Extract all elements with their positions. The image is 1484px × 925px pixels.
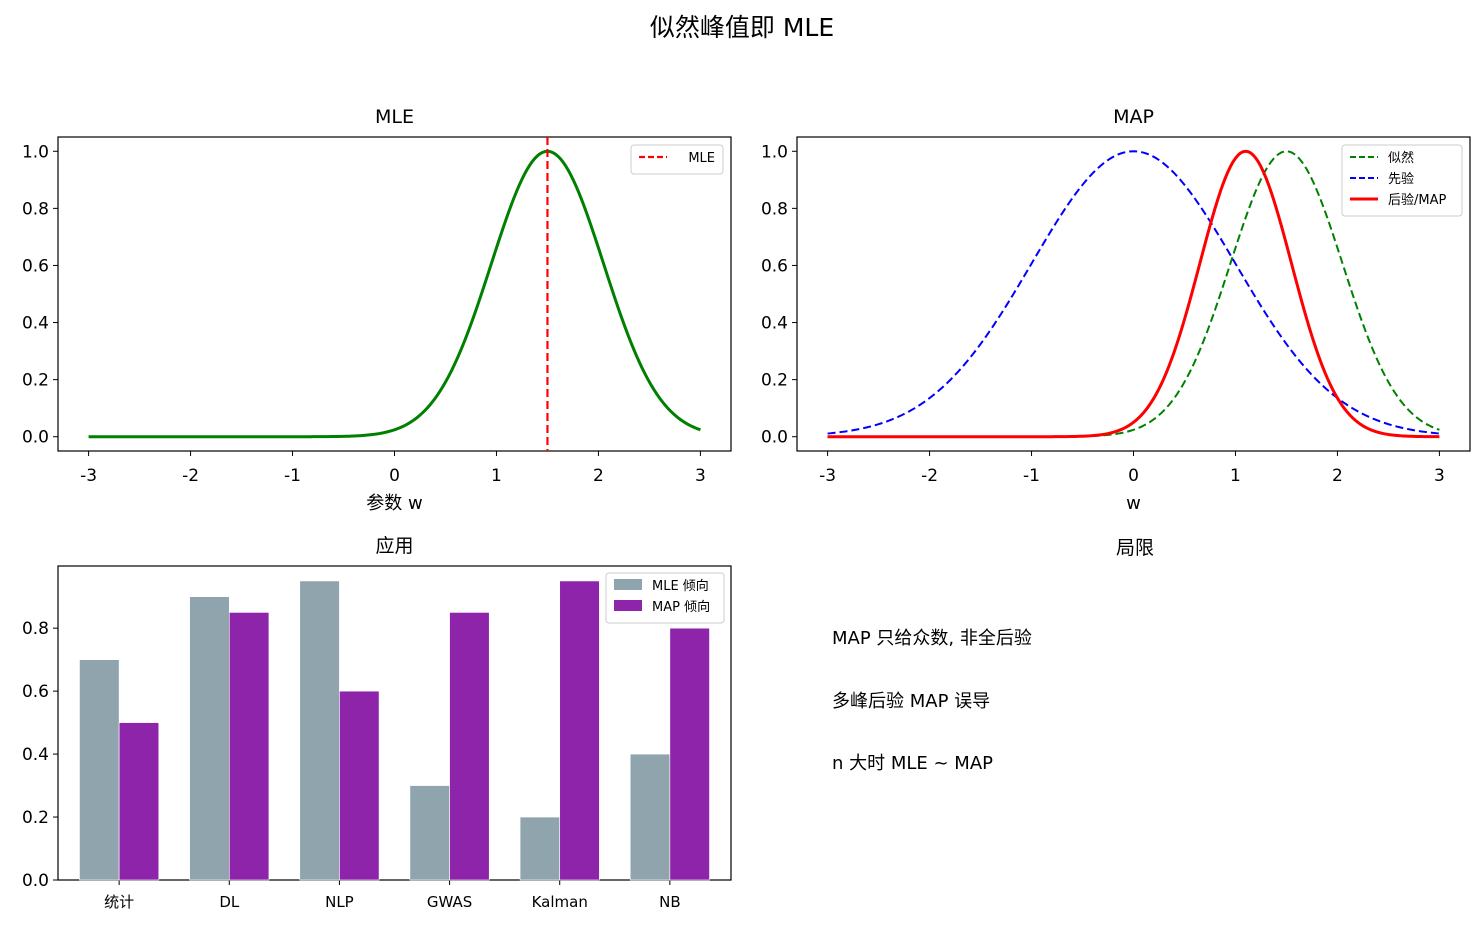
y-tick-label: 0.6 — [22, 682, 49, 702]
legend-label-1: 先验 — [1388, 171, 1414, 187]
y-tick-label: 0.4 — [22, 314, 49, 334]
category-label: GWAS — [427, 893, 472, 911]
legend: MLE 倾向 MAP 倾向 — [605, 572, 725, 624]
x-axis-label-0: 参数 w — [366, 493, 422, 514]
category-label: NB — [659, 893, 681, 911]
x-tick-label: -1 — [284, 466, 301, 486]
bar-map-2 — [339, 690, 380, 881]
x-tick-label: 3 — [1434, 466, 1445, 486]
x-tick-label: -1 — [1023, 466, 1040, 486]
legend-label-1: MAP 倾向 — [652, 599, 710, 615]
bar-mle-5 — [629, 753, 671, 881]
x-tick-label: -2 — [182, 466, 199, 486]
chart-title-2: 应用 — [375, 535, 413, 557]
plot-area-frame — [57, 136, 732, 452]
y-tick-label: 0.8 — [761, 199, 788, 219]
application-bar-chart: 应用 0.0 0.2 0.4 0.6 0.8 统计 DL NLP GWAS Kalman NB MLE … — [22, 535, 732, 911]
bar-mle-4 — [519, 816, 561, 881]
y-tick-label: 1.0 — [761, 142, 788, 162]
y-tick-label: 0.0 — [22, 871, 49, 891]
bar-mle-3 — [409, 785, 450, 881]
legend-swatch-1 — [614, 600, 642, 611]
y-tick-label: 0.8 — [22, 199, 49, 219]
x-tick-label: 1 — [1230, 466, 1241, 486]
bar-map-5 — [669, 627, 710, 881]
x-tick-label: -3 — [819, 466, 836, 486]
y-tick-label: 0.0 — [761, 428, 788, 448]
chart-title-0: MLE — [375, 106, 414, 128]
bar-map-3 — [449, 612, 490, 881]
chart-title-1: MAP — [1113, 106, 1154, 128]
limits-line-2: 多峰后验 MAP 误导 — [832, 691, 991, 712]
y-tick-label: 1.0 — [22, 142, 49, 162]
x-tick-label: 0 — [389, 466, 400, 486]
category-label: 统计 — [104, 893, 134, 911]
y-tick-label: 0.8 — [22, 619, 49, 639]
limits-panel-title: 局限 — [1115, 537, 1154, 559]
category-label: Kalman — [532, 893, 588, 911]
y-tick-label: 0.6 — [22, 256, 49, 276]
y-tick-label: 0.4 — [22, 745, 49, 765]
map-chart: MAP w -3 -2 -1 0 1 2 3 0.0 0.2 0.4 0.6 0.8 1.0 似然先验后验/M… — [761, 106, 1471, 514]
x-axis-label-1: w — [1126, 493, 1141, 514]
category-label: DL — [219, 893, 240, 911]
y-tick-label: 0.4 — [761, 314, 788, 334]
legend: MLE — [630, 144, 724, 175]
plot-area-frame — [57, 565, 732, 881]
legend-box — [630, 144, 724, 175]
x-tick-label: 2 — [593, 466, 604, 486]
x-tick-label: 0 — [1128, 466, 1139, 486]
legend-label-0: MLE 倾向 — [652, 578, 709, 594]
y-tick-label: 0.0 — [22, 428, 49, 448]
y-tick-label: 0.2 — [22, 371, 49, 391]
bar-mle-0 — [79, 659, 120, 881]
x-tick-label: 1 — [491, 466, 502, 486]
bar-map-4 — [559, 580, 600, 881]
legend-label-2: 后验/MAP — [1388, 192, 1446, 208]
x-tick-label: 3 — [695, 466, 706, 486]
bar-map-0 — [118, 722, 160, 881]
legend-label-0: 似然 — [1388, 150, 1414, 166]
x-tick-label: -2 — [921, 466, 938, 486]
figure-title: 似然峰值即 MLE — [649, 13, 835, 42]
category-label: NLP — [325, 893, 354, 911]
bar-mle-1 — [189, 596, 230, 881]
series-line-0 — [88, 149, 701, 439]
y-tick-label: 0.6 — [761, 256, 788, 276]
limits-line-1: MAP 只给众数, 非全后验 — [832, 628, 1032, 649]
bar-map-1 — [228, 612, 270, 881]
mle-chart: MLE 参数 w -3 -2 -1 0 1 2 3 0.0 0.2 0.4 0.6 0.8 1.0 MLE — [22, 106, 732, 514]
x-tick-label: -3 — [80, 466, 97, 486]
series-line-2 — [827, 149, 1440, 439]
y-tick-label: 0.2 — [761, 371, 788, 391]
x-tick-label: 2 — [1332, 466, 1343, 486]
y-tick-label: 0.2 — [22, 808, 49, 828]
legend-swatch-0 — [614, 579, 642, 590]
limits-line-3: n 大时 MLE ~ MAP — [832, 753, 994, 774]
legend-label-0: MLE — [688, 151, 715, 166]
bar-mle-2 — [299, 580, 340, 881]
